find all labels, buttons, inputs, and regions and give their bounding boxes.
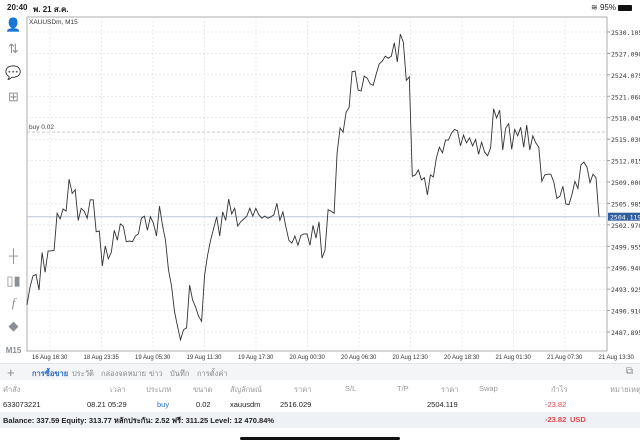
price-chart[interactable]: 2530.105 2527.090 2524.075 2521.060 2518.045… bbox=[0, 0, 640, 363]
order-id: 633073221 bbox=[3, 400, 41, 409]
col-comment: หมายเหตุ bbox=[610, 385, 640, 394]
col-size: ขนาด bbox=[193, 385, 213, 394]
objects-icon[interactable]: ◆ bbox=[8, 318, 19, 333]
tab-mailbox[interactable]: กล่องจดหมาย bbox=[101, 369, 147, 378]
col-price: ราคา bbox=[441, 385, 459, 394]
add-icon[interactable]: + bbox=[7, 365, 15, 380]
x-tick-label: 18 Aug 23:35 bbox=[84, 355, 120, 361]
x-tick-label: 20 Aug 12:30 bbox=[393, 355, 429, 361]
table-row[interactable]: 633073221 08.21 05:29 buy 0.02 xauusdm 2… bbox=[0, 397, 640, 412]
left-toolbar: 👤 ⇅ 💬 ⊞ ┼ ▯▮ f ◆ M15 bbox=[0, 14, 27, 364]
x-tick-label: 19 Aug 11:30 bbox=[187, 355, 223, 361]
x-tick-label: 19 Aug 05:30 bbox=[135, 355, 171, 361]
account-icon[interactable]: 👤 bbox=[5, 17, 22, 32]
x-tick-label: 20 Aug 00:30 bbox=[290, 355, 326, 361]
col-sl: S/L bbox=[345, 384, 357, 393]
status-bar: 20:40 พ. 21 ส.ค. ≋ 95% bbox=[0, 0, 640, 14]
x-tick-label: 21 Aug 01:30 bbox=[496, 355, 532, 361]
buy-level-label: buy 0.02 bbox=[29, 124, 54, 131]
symbol-label: XAUUSDm, M15 bbox=[29, 19, 78, 26]
trade-icon[interactable]: ⇅ bbox=[8, 41, 19, 56]
y-tick-label: 2512.015 bbox=[611, 158, 640, 166]
x-tick-label: 21 Aug 13:30 bbox=[599, 355, 635, 361]
y-tick-label: 2515.030 bbox=[611, 136, 640, 144]
y-tick-label: 2521.060 bbox=[611, 93, 640, 101]
tab-settings[interactable]: การตั้งค่า bbox=[197, 369, 228, 378]
new-order-icon[interactable]: ⊞ bbox=[8, 89, 19, 104]
price-tag-label: 2504.119 bbox=[610, 214, 640, 222]
order-profit: -23.82 bbox=[545, 400, 567, 409]
home-indicator bbox=[240, 437, 400, 440]
tab-history[interactable]: ประวัติ bbox=[72, 369, 94, 378]
order-symbol: xauusdm bbox=[230, 400, 261, 409]
col-profit: กำไร bbox=[551, 385, 568, 394]
chat-icon[interactable]: 💬 bbox=[5, 65, 22, 80]
y-tick-label: 2487.895 bbox=[611, 329, 640, 337]
col-time: เวลา bbox=[110, 385, 126, 394]
col-order: คำสั่ง bbox=[3, 385, 21, 394]
order-size: 0.02 bbox=[196, 400, 211, 409]
y-tick-label: 2505.985 bbox=[611, 200, 640, 208]
balance-bar: Balance: 337.59 Equity: 313.77 หลักประกั… bbox=[0, 412, 640, 428]
y-tick-label: 2499.955 bbox=[611, 243, 640, 251]
col-type: ประเภท bbox=[146, 385, 172, 394]
order-time: 08.21 05:29 bbox=[87, 400, 127, 409]
price-tag bbox=[608, 212, 640, 221]
y-tick-label: 2502.970 bbox=[611, 222, 640, 230]
tab-journal[interactable]: บันทึก bbox=[170, 369, 190, 378]
y-tick-label: 2530.105 bbox=[611, 29, 640, 37]
order-current-price: 2504.119 bbox=[427, 400, 458, 409]
price-line bbox=[26, 34, 600, 342]
y-tick-label: 2496.940 bbox=[611, 265, 640, 273]
balance-summary: Balance: 337.59 Equity: 313.77 หลักประกั… bbox=[3, 416, 275, 425]
total-profit: -23.82 bbox=[545, 415, 567, 424]
y-tick-label: 2527.090 bbox=[611, 50, 640, 58]
battery-indicator: ≋ 95% bbox=[591, 3, 632, 12]
y-tick-label: 2509.000 bbox=[611, 179, 640, 187]
plot-area bbox=[26, 16, 608, 352]
x-tick-label: 19 Aug 17:30 bbox=[238, 355, 274, 361]
wifi-icon: ≋ bbox=[591, 3, 600, 12]
battery-icon bbox=[618, 4, 632, 11]
x-tick-label: 16 Aug 16:30 bbox=[32, 355, 68, 361]
order-open-price: 2516.029 bbox=[280, 400, 312, 409]
table-header: คำสั่ง เวลา ประเภท ขนาด สัญลักษณ์ ราคา S… bbox=[0, 381, 640, 395]
col-swap: Swap bbox=[479, 384, 498, 393]
x-tick-label: 20 Aug 18:30 bbox=[444, 355, 480, 361]
col-tp: T/P bbox=[397, 384, 409, 393]
col-open-price: ราคา bbox=[294, 385, 312, 394]
y-tick-label: 2518.045 bbox=[611, 115, 640, 123]
x-tick-label: 21 Aug 07:30 bbox=[547, 355, 583, 361]
order-type: buy bbox=[157, 400, 170, 409]
tab-news[interactable]: ข่าว bbox=[149, 369, 163, 378]
indicators-icon[interactable]: f bbox=[11, 295, 16, 310]
currency: USD bbox=[570, 415, 586, 424]
col-symbol: สัญลักษณ์ bbox=[230, 385, 263, 394]
terminal-tabs: + การซื้อขาย ประวัติ กล่องจดหมาย ข่าว บั… bbox=[0, 363, 640, 380]
y-tick-label: 2493.925 bbox=[611, 286, 640, 294]
clock: 20:40 bbox=[7, 3, 28, 12]
y-tick-label: 2524.075 bbox=[611, 72, 640, 80]
tab-trade[interactable]: การซื้อขาย bbox=[32, 369, 69, 378]
crosshair-icon[interactable]: ┼ bbox=[8, 247, 19, 263]
x-tick-label: 20 Aug 06:30 bbox=[341, 355, 377, 361]
chart-type-icon[interactable]: ▯▮ bbox=[6, 273, 21, 288]
date: พ. 21 ส.ค. bbox=[33, 5, 69, 14]
y-tick-label: 2490.910 bbox=[611, 308, 640, 316]
timeframe-button[interactable]: M15 bbox=[5, 345, 22, 355]
expand-icon[interactable]: ⧉ bbox=[625, 366, 633, 377]
